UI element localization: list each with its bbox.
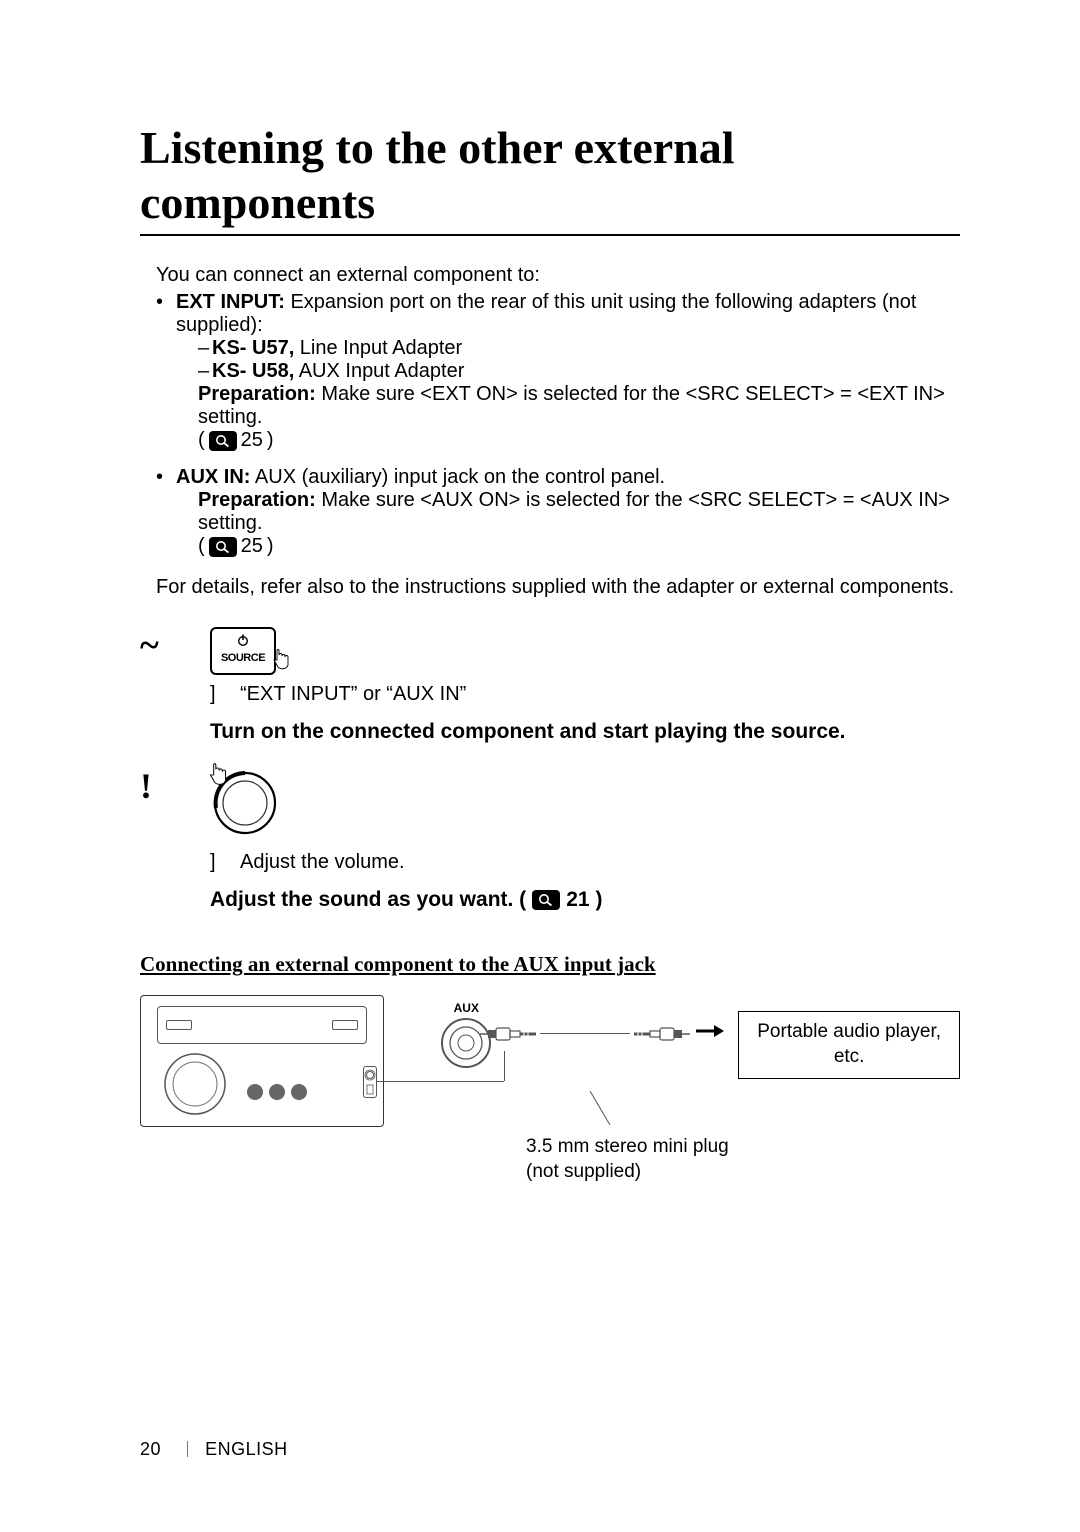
step-marker-tilde: ~ [140,627,210,744]
bullet-dot: • [156,466,176,558]
ks-u57-label: KS- U57, [212,337,294,359]
small-buttons-row [247,1084,307,1100]
language-label: ENGLISH [205,1439,288,1459]
details-text: For details, refer also to the instructi… [156,576,960,599]
cable-caption-line2: (not supplied) [526,1160,960,1185]
connection-diagram: AUX [140,995,960,1127]
magnifier-icon [209,431,237,451]
aux-ref: ( 25) [198,535,274,558]
jack-icon [363,1066,377,1098]
head-unit-icon [140,995,384,1127]
source-label: SOURCE [212,652,274,664]
arrow-right-icon [696,1023,724,1044]
hand-icon [268,648,294,679]
leader-line [374,1081,504,1082]
ks-u58-label: KS- U58, [212,360,294,382]
step-source: ~ SOURCE ]“EXT INPUT” or “AUX IN” Turn o… [140,627,960,744]
ext-ref-page: 25 [241,429,263,452]
step1-bold: Turn on the connected component and star… [210,720,960,744]
aux-preparation: Preparation: Make sure <AUX ON> is selec… [198,489,960,535]
external-component-box: Portable audio player, etc. [738,1011,960,1078]
bullet-content: AUX IN: AUX (auxiliary) input jack on th… [176,466,960,558]
aux-prep-label: Preparation: [198,489,316,511]
intro-text: You can connect an external component to… [156,264,960,287]
ext-box-line2: etc. [751,1045,947,1070]
aux-in-desc: AUX (auxiliary) input jack on the contro… [250,466,665,488]
aux-ref-page: 25 [241,535,263,558]
sub-ks-u58: –KS- U58, AUX Input Adapter [198,360,960,383]
step1-caption: ]“EXT INPUT” or “AUX IN” [210,683,960,706]
cable-caption: 3.5 mm stereo mini plug (not supplied) [526,1135,960,1184]
page-footer: 20 ENGLISH [140,1439,288,1460]
step2-caption: ]Adjust the volume. [210,851,960,874]
sub-ks-u57: –KS- U57, Line Input Adapter [198,337,960,360]
adjust-page: 21 [566,888,589,912]
plug-icon [480,1024,540,1044]
leader-line [590,1091,630,1131]
cable-icon [480,1023,724,1044]
bullet-content: EXT INPUT: Expansion port on the rear of… [176,291,960,452]
volume-knob-icon [210,768,280,843]
leader-line [504,1051,505,1081]
step-volume: ! ]Adjust the volume. Adjust the sound a [140,768,960,912]
adjust-prefix: Adjust the sound as you want. ( [210,888,526,912]
manual-page: Listening to the other external componen… [0,0,1080,1532]
ext-ref: ( 25) [198,429,274,452]
magnifier-icon [209,537,237,557]
adjust-suffix: ) [596,888,603,912]
adjust-sound-line: Adjust the sound as you want. ( 21) [210,888,960,912]
ks-u57-desc: Line Input Adapter [294,337,462,359]
ext-prep-label: Preparation: [198,383,316,405]
source-button-icon: SOURCE [210,627,276,675]
hand-icon [204,762,232,795]
ext-input-desc: Expansion port on the rear of this unit … [176,291,916,336]
volume-knob-icon [161,1050,229,1123]
magnifier-icon [532,890,560,910]
plug-icon [630,1024,690,1044]
connection-heading: Connecting an external component to the … [140,952,960,977]
step-marker-excl: ! [140,768,210,912]
display-panel [157,1006,367,1044]
bullet-dot: • [156,291,176,452]
bullet-aux-in: • AUX IN: AUX (auxiliary) input jack on … [156,466,960,558]
bullet-ext-input: • EXT INPUT: Expansion port on the rear … [156,291,960,452]
page-number: 20 [140,1439,161,1459]
ks-u58-desc: AUX Input Adapter [294,360,464,382]
aux-small-label: AUX [454,1001,479,1015]
aux-in-label: AUX IN: [176,466,250,488]
ext-input-label: EXT INPUT: [176,291,285,313]
cable-caption-line1: 3.5 mm stereo mini plug [526,1135,960,1160]
page-title: Listening to the other external componen… [140,120,960,236]
ext-box-line1: Portable audio player, [751,1020,947,1045]
ext-preparation: Preparation: Make sure <EXT ON> is selec… [198,383,960,429]
